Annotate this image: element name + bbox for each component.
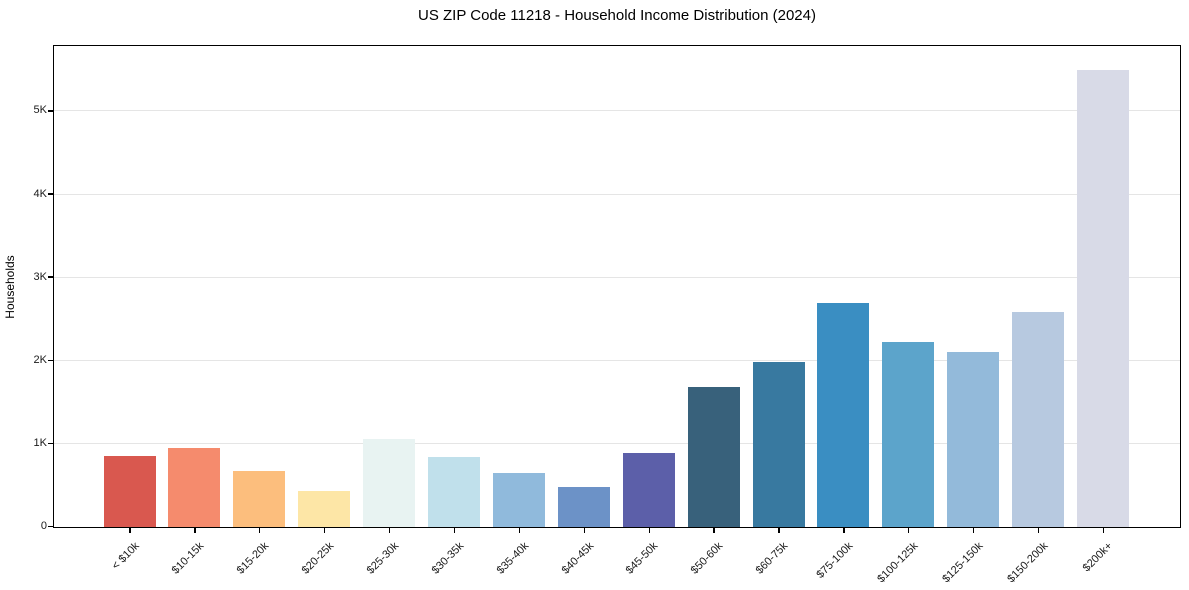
x-tick-mark: [259, 528, 261, 533]
bar-$10-15k: [168, 448, 221, 527]
x-tick-mark: [324, 528, 326, 533]
bar-$35-40k: [492, 472, 545, 527]
x-tick-label: $100-125k: [875, 540, 921, 586]
bar-$40-45k: [557, 487, 610, 527]
x-tick-label: $50-60k: [688, 540, 726, 577]
gridline: [54, 442, 1180, 444]
y-tick-label: 1K: [33, 436, 47, 449]
x-tick-label: $60-75k: [753, 540, 791, 577]
x-tick-mark: [843, 528, 845, 533]
x-tick-label: $150-200k: [1004, 540, 1051, 586]
bar-$125-150k: [947, 351, 1000, 527]
x-tick-mark: [583, 528, 585, 533]
x-tick-label: $30-35k: [429, 540, 466, 577]
y-tick-label: 4K: [33, 187, 47, 200]
x-tick-mark: [1102, 528, 1105, 533]
bar-$50-60k: [687, 387, 740, 527]
bar-$45-50k: [622, 453, 675, 527]
x-tick-label: $45-50k: [624, 540, 661, 577]
y-tick-mark: [48, 193, 53, 195]
x-tick-mark: [453, 528, 456, 533]
bar-$20-25k: [298, 491, 351, 527]
y-tick-labels: 0 1K 2K 3K 4K 5K: [0, 47, 47, 532]
x-tick-label: $20-25k: [299, 540, 337, 577]
bar-$25-30k: [363, 439, 416, 527]
x-tick-mark: [778, 528, 780, 533]
y-tick-mark: [48, 442, 53, 445]
x-tick-label: $35-40k: [494, 540, 531, 577]
x-tick-label: $125-150k: [939, 540, 986, 586]
y-tick-label: 2K: [33, 353, 47, 366]
x-tick-labels: < $10k $10-15k $15-20k $20-25k $25-30k $30-35…: [55, 536, 1183, 590]
y-tick-mark: [48, 276, 53, 278]
gridline: [54, 359, 1180, 361]
x-tick-label: $200k+: [1080, 540, 1115, 575]
y-tick-mark: [48, 110, 53, 112]
x-tick-mark: [518, 528, 521, 533]
x-tick-label: $15-20k: [234, 540, 272, 577]
bar-$30-35k: [428, 456, 480, 527]
gridline: [54, 193, 1180, 195]
plot-area: [53, 45, 1181, 528]
gridline: [54, 276, 1180, 278]
x-tick-mark: [908, 528, 910, 533]
y-tick-label: 5K: [33, 104, 47, 117]
chart-title: US ZIP Code 11218 - Household Income Dis…: [418, 7, 816, 24]
bar-$60-75k: [752, 361, 805, 527]
bar-$200k+: [1077, 69, 1129, 527]
y-tick-label: 3K: [33, 270, 47, 283]
bar-$100-125k: [882, 342, 935, 527]
x-tick-label: $25-30k: [364, 540, 402, 577]
x-tick-mark: [194, 528, 196, 533]
bar-< $10k: [103, 455, 156, 527]
x-tick-mark: [973, 528, 975, 533]
y-tick-label: 0: [40, 520, 47, 532]
bar-$15-20k: [233, 471, 286, 527]
x-tick-mark: [648, 528, 650, 533]
x-tick-label: $40-45k: [559, 540, 596, 577]
gridline: [54, 110, 1180, 112]
x-tick-mark: [1037, 528, 1040, 533]
x-tick-mark: [129, 528, 131, 533]
x-tick-mark: [388, 528, 391, 533]
x-tick-label: $10-15k: [169, 540, 207, 577]
x-tick-label: < $10k: [109, 540, 142, 573]
bar-$75-100k: [817, 302, 870, 527]
bar-$150-200k: [1012, 311, 1065, 527]
y-tick-mark: [48, 359, 53, 361]
y-tick-mark: [48, 525, 53, 528]
x-tick-label: $75-100k: [814, 540, 856, 581]
x-tick-mark: [713, 528, 715, 533]
